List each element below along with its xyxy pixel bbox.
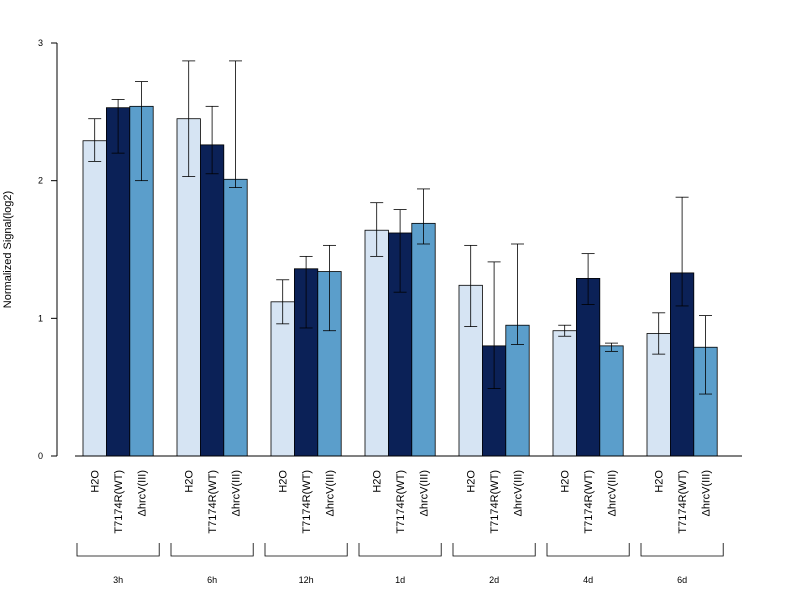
- category-label: H2O: [560, 470, 572, 493]
- error-bar-6h-1: [205, 105, 219, 175]
- error-bar-3h-2: [135, 81, 148, 182]
- error-bar-1d-2: [417, 188, 430, 245]
- error-bar-6d-2: [699, 315, 712, 395]
- bar-1d-0: [364, 229, 389, 457]
- category-label: H2O: [184, 470, 196, 493]
- error-bar-2d-1: [487, 261, 501, 389]
- error-bar-1d-0: [370, 202, 384, 257]
- bar-6h-2: [223, 178, 248, 457]
- bar-1d-2: [411, 222, 436, 457]
- category-label: H2O: [654, 470, 666, 493]
- category-label: ΔhrcV(III): [513, 470, 525, 516]
- error-bar-6d-0: [652, 312, 666, 355]
- category-label: T7174R(WT): [583, 470, 595, 534]
- category-label: H2O: [278, 470, 290, 493]
- y-axis: 0 1 2 3: [38, 38, 58, 461]
- error-bar-12h-0: [276, 279, 290, 325]
- error-bars: [88, 60, 712, 395]
- category-labels: H2O T7174R(WT) ΔhrcV(III) H2O T7174R(WT) Δhrc…: [90, 470, 713, 534]
- bar-4d-0: [552, 330, 577, 457]
- bar-3h-1: [106, 107, 131, 457]
- group-label: 6d: [677, 575, 687, 585]
- group-label: 3h: [113, 575, 123, 585]
- category-label: T7174R(WT): [207, 470, 219, 534]
- bar-4d-1: [576, 278, 601, 457]
- error-bar-4d-1: [581, 253, 595, 305]
- bar-12h-0: [270, 301, 295, 457]
- category-label: ΔhrcV(III): [325, 470, 337, 516]
- y-tick-label: 1: [38, 313, 43, 323]
- group-bracket-4d: 4d: [546, 543, 630, 585]
- bar-6h-1: [199, 144, 225, 457]
- error-bar-1d-1: [393, 209, 407, 293]
- error-bar-2d-0: [464, 244, 478, 327]
- group-label: 2d: [489, 575, 499, 585]
- error-bar-3h-0: [88, 118, 102, 162]
- group-label: 4d: [583, 575, 593, 585]
- category-label: H2O: [466, 470, 478, 493]
- group-bracket-12h: 12h: [264, 543, 348, 585]
- error-bar-2d-2: [511, 243, 524, 345]
- category-label: T7174R(WT): [113, 470, 125, 534]
- category-label: T7174R(WT): [677, 470, 689, 534]
- y-tick-label: 0: [38, 451, 43, 461]
- group-bracket-6h: 6h: [170, 543, 254, 585]
- category-label: H2O: [90, 470, 102, 493]
- category-label: ΔhrcV(III): [701, 470, 713, 516]
- category-label: ΔhrcV(III): [137, 470, 149, 516]
- y-axis-title: Normalized Signal(log2): [2, 191, 14, 308]
- category-label: ΔhrcV(III): [607, 470, 619, 516]
- y-tick-label: 3: [38, 38, 43, 48]
- y-tick-label: 2: [38, 176, 43, 186]
- error-bar-3h-1: [111, 99, 125, 154]
- error-bar-6h-2: [229, 60, 242, 188]
- error-bar-6d-1: [675, 196, 689, 307]
- error-bar-4d-2: [605, 342, 618, 352]
- group-bracket-2d: 2d: [452, 543, 536, 585]
- group-label: 12h: [299, 575, 314, 585]
- error-bar-6h-0: [182, 60, 196, 177]
- category-label: ΔhrcV(III): [419, 470, 431, 516]
- bar-4d-2: [599, 345, 624, 457]
- group-label: 1d: [395, 575, 405, 585]
- error-bar-4d-0: [558, 324, 572, 337]
- group-bracket-6d: 6d: [640, 543, 724, 585]
- category-label: T7174R(WT): [395, 470, 407, 534]
- group-bracket-3h: 3h: [76, 543, 160, 585]
- category-label: T7174R(WT): [301, 470, 313, 534]
- group-brackets: 3h 6h 12h 1d 2d 4d 6d: [76, 543, 724, 585]
- category-label: T7174R(WT): [489, 470, 501, 534]
- group-bracket-1d: 1d: [358, 543, 442, 585]
- group-label: 6h: [207, 575, 217, 585]
- error-bar-12h-2: [323, 244, 336, 332]
- error-bar-12h-1: [299, 255, 313, 329]
- category-label: ΔhrcV(III): [231, 470, 243, 516]
- category-label: H2O: [372, 470, 384, 493]
- bar-3h-0: [82, 140, 107, 457]
